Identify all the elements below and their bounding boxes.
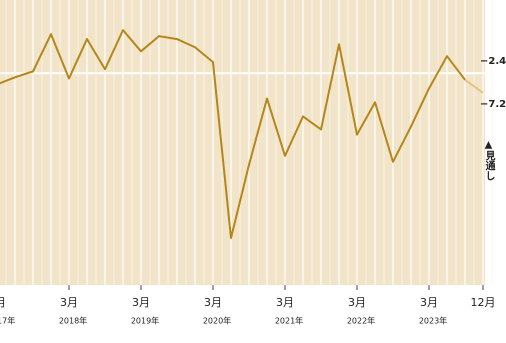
value-label: −7.2 (480, 99, 506, 110)
x-tick-label: 3月 (276, 296, 294, 309)
x-tick-label: 3月 (0, 296, 6, 309)
line (0, 29, 466, 240)
x-tick-label: 3月 (60, 296, 78, 309)
x-tick-label: 3月 (204, 296, 222, 309)
year-label: 2018年 (59, 316, 87, 326)
x-tick-label: 3月 (348, 296, 366, 309)
x-tick-label: 3月 (132, 296, 150, 309)
year-label: 2022年 (347, 316, 375, 326)
line (464, 78, 484, 94)
year-label: 2019年 (131, 316, 159, 326)
grid (5, 0, 493, 285)
x-tick-label: 12月 (471, 296, 496, 309)
plot-background (0, 0, 485, 285)
value-label: −2.4 (480, 56, 506, 67)
year-label: 2021年 (275, 316, 303, 326)
year-label: 2023年 (419, 316, 447, 326)
forecast-annotation: ▲見通し (483, 140, 496, 182)
year-label: 2020年 (203, 316, 231, 326)
x-tick-label: 3月 (420, 296, 438, 309)
year-label: 2017年 (0, 316, 15, 326)
